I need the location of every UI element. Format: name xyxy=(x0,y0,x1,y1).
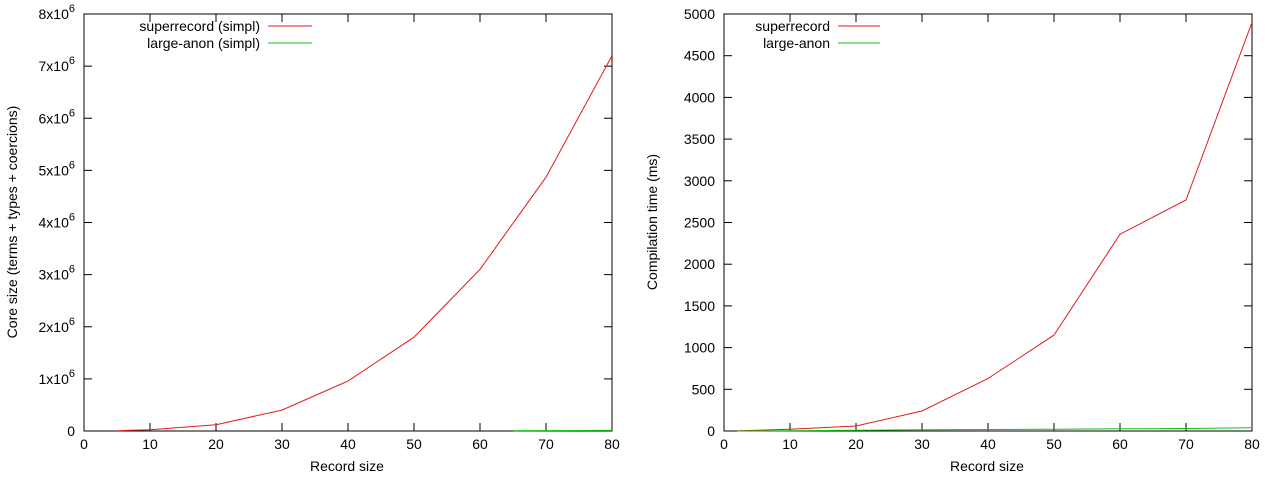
y-tick-label: 1000 xyxy=(684,340,715,356)
x-tick-label: 70 xyxy=(1178,436,1194,452)
series-line-superrecord-simpl- xyxy=(116,55,613,432)
x-tick-label: 10 xyxy=(142,436,158,452)
plot-frame xyxy=(83,13,613,432)
x-tick-label: 0 xyxy=(80,436,88,452)
x-tick-label: 10 xyxy=(782,436,798,452)
x-tick-label: 70 xyxy=(538,436,554,452)
y-tick-label: 5x106 xyxy=(39,159,75,178)
y-tick-label: 1500 xyxy=(684,298,715,314)
y-tick-label: 4000 xyxy=(684,89,715,105)
x-tick-label: 30 xyxy=(274,436,290,452)
x-tick-label: 60 xyxy=(1112,436,1128,452)
legend-label: large-anon xyxy=(763,35,830,51)
x-tick-label: 60 xyxy=(472,436,488,452)
legend-label: superrecord xyxy=(755,18,830,34)
y-tick-label: 7x106 xyxy=(39,55,75,74)
x-axis-label: Record size xyxy=(310,458,384,474)
x-axis-label: Record size xyxy=(950,458,1024,474)
y-tick-label: 2x106 xyxy=(39,316,75,335)
y-tick-label: 500 xyxy=(692,381,716,397)
series-line-large-anon xyxy=(737,427,1253,432)
legend-label: large-anon (simpl) xyxy=(147,35,260,51)
x-tick-label: 50 xyxy=(1046,436,1062,452)
x-tick-label: 40 xyxy=(340,436,356,452)
y-tick-label: 2500 xyxy=(684,215,715,231)
y-tick-label: 2000 xyxy=(684,256,715,272)
y-tick-label: 8x106 xyxy=(39,3,75,22)
y-tick-label: 6x106 xyxy=(39,107,75,126)
compilation-time-chart: Compilation time (ms) Record size 0 10 20 3… xyxy=(644,6,1260,474)
x-tick-label: 20 xyxy=(208,436,224,452)
series-line-superrecord xyxy=(737,22,1253,432)
x-tick-label: 80 xyxy=(1244,436,1260,452)
y-tick-label: 4x106 xyxy=(39,212,75,231)
y-tick-label: 3000 xyxy=(684,173,715,189)
x-tick-label: 30 xyxy=(914,436,930,452)
y-tick-label: 0 xyxy=(67,423,75,439)
plot-frame xyxy=(723,13,1253,432)
y-tick-label: 5000 xyxy=(684,6,715,22)
y-axis-label: Compilation time (ms) xyxy=(644,154,660,290)
y-tick-label: 0 xyxy=(707,423,715,439)
legend-label: superrecord (simpl) xyxy=(139,18,260,34)
x-tick-label: 50 xyxy=(406,436,422,452)
y-tick-label: 4500 xyxy=(684,48,715,64)
x-tick-label: 80 xyxy=(604,436,620,452)
y-tick-label: 1x106 xyxy=(39,368,75,387)
x-tick-label: 20 xyxy=(848,436,864,452)
y-tick-label: 3x106 xyxy=(39,264,75,283)
x-tick-label: 0 xyxy=(720,436,728,452)
y-tick-label: 3500 xyxy=(684,131,715,147)
y-axis-label: Core size (terms + types + coercions) xyxy=(4,106,20,339)
x-tick-label: 40 xyxy=(980,436,996,452)
core-size-chart: Core size (terms + types + coercions) Re… xyxy=(4,3,620,474)
